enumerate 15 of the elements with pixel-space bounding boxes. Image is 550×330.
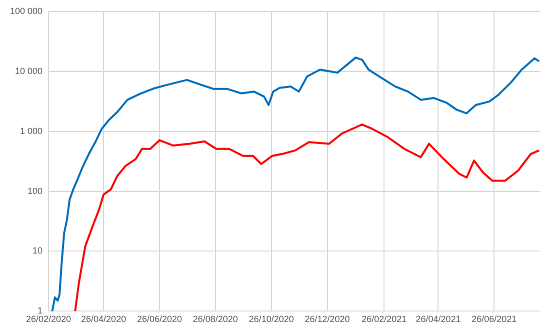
y-tick-label: 1 000	[20, 126, 43, 136]
x-tick-label: 26/04/2021	[416, 314, 461, 324]
y-tick-label: 10	[32, 246, 43, 256]
x-tick-label: 26/04/2020	[81, 314, 126, 324]
y-tick-label: 100 000	[10, 6, 43, 16]
x-tick-label: 26/08/2020	[192, 314, 238, 324]
x-tick-label: 26/02/2021	[362, 314, 407, 324]
x-tick-label: 26/10/2020	[248, 314, 294, 324]
x-tick-label: 26/02/2020	[26, 314, 72, 324]
y-tick-label: 1	[38, 306, 43, 316]
x-tick-label: 26/06/2020	[136, 314, 182, 324]
x-tick-label: 26/06/2021	[472, 314, 517, 324]
y-tick-label: 10 000	[15, 66, 43, 76]
x-tick-label: 26/12/2020	[304, 314, 350, 324]
y-tick-label: 100	[28, 186, 43, 196]
